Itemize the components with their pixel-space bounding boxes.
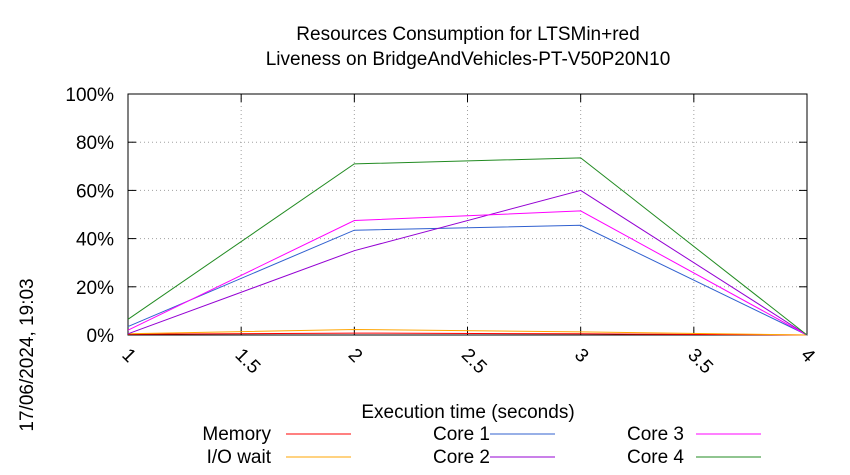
x-tick-label: 3 <box>570 345 592 367</box>
y-axis: 0% 20% 40% 60% 80% 100% <box>65 85 807 347</box>
y-tick-label: 40% <box>76 230 114 251</box>
y-tick-label: 80% <box>76 133 114 154</box>
timestamp-label: 17/06/2024, 19:03 <box>17 278 38 431</box>
x-tick-label: 4 <box>796 345 819 368</box>
y-tick-label: 60% <box>76 181 114 202</box>
series-line-core-3 <box>127 210 808 336</box>
series-line-memory <box>127 332 808 336</box>
x-tick-label: 1 <box>117 345 139 367</box>
series-line-i-o-wait <box>127 328 808 336</box>
legend-label-memory: Memory <box>202 424 271 445</box>
series-line-core-1 <box>127 224 808 336</box>
grid <box>128 94 807 335</box>
legend-label-core-3: Core 3 <box>627 424 684 445</box>
legend-label-core-4: Core 4 <box>627 447 684 468</box>
series-line-core-4 <box>127 157 808 336</box>
x-axis: 1 1.5 2 2.5 3 3.5 4 <box>117 94 819 378</box>
y-tick-label: 100% <box>65 85 114 106</box>
x-axis-label: Execution time (seconds) <box>361 402 574 423</box>
legend-label-core-2: Core 2 <box>433 447 490 468</box>
chart-subtitle: Liveness on BridgeAndVehicles-PT-V50P20N… <box>266 49 671 70</box>
legend-label-i-o-wait: I/O wait <box>207 447 272 468</box>
chart-title: Resources Consumption for LTSMin+red <box>296 24 639 45</box>
x-tick-label: 2 <box>344 345 366 367</box>
x-tick-label: 1.5 <box>231 345 265 379</box>
legend-label-core-1: Core 1 <box>433 424 490 445</box>
x-tick-label: 3.5 <box>683 345 717 379</box>
x-tick-label: 2.5 <box>457 345 491 379</box>
y-tick-label: 20% <box>76 278 114 299</box>
series-lines <box>127 157 808 336</box>
series-line-core-2 <box>127 189 808 336</box>
y-tick-label: 0% <box>87 326 115 347</box>
